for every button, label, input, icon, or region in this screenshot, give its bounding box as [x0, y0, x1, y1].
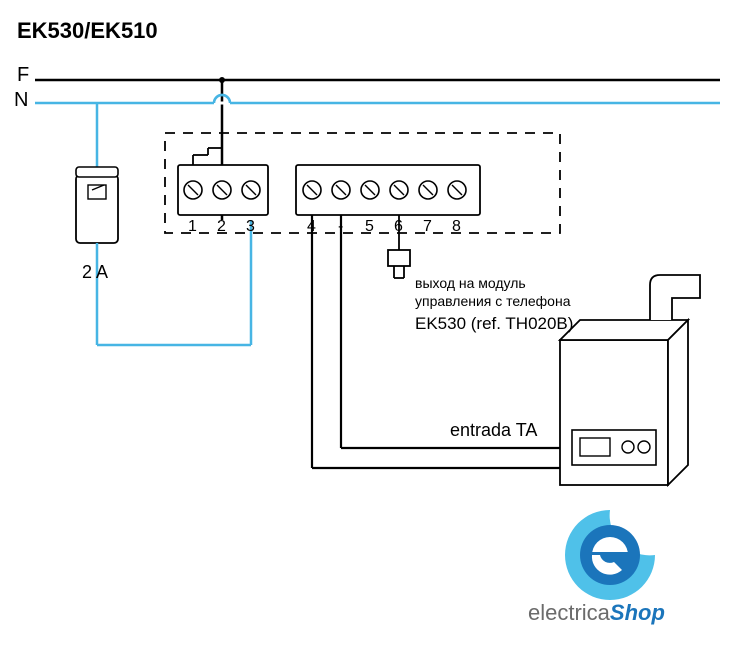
- label-module-ref: EK530 (ref. TH020B): [415, 314, 573, 334]
- fuse-device: [76, 103, 118, 345]
- label-t1: 1: [188, 218, 197, 236]
- label-t4: 4: [307, 218, 316, 236]
- label-t2: 2: [217, 218, 226, 236]
- junction-f: [219, 77, 225, 83]
- diagram-canvas: EK530/EK510 F N 2 A 1 2 3 4 - 5 6 7 8 вы…: [0, 0, 730, 650]
- label-n: N: [14, 89, 28, 112]
- diagram-title: EK530/EK510: [17, 18, 158, 44]
- boiler: [560, 275, 700, 485]
- label-fuse: 2 A: [82, 262, 108, 283]
- label-module-l1: выход на модуль: [415, 275, 526, 291]
- label-f: F: [17, 64, 29, 87]
- logo-text-b: Shop: [610, 600, 665, 625]
- label-t6: 6: [394, 218, 403, 236]
- terminal-block-right: [296, 165, 480, 215]
- label-entrada: entrada TA: [450, 420, 537, 441]
- label-t7: 7: [423, 218, 432, 236]
- label-module-l2: управления с телефона: [415, 293, 571, 309]
- label-t8: 8: [452, 218, 461, 236]
- label-t5: 5: [365, 218, 374, 236]
- logo: electricaShop: [510, 500, 710, 630]
- label-t3: 3: [246, 218, 255, 236]
- label-tdash: -: [338, 218, 343, 236]
- logo-text-a: electrica: [528, 600, 610, 625]
